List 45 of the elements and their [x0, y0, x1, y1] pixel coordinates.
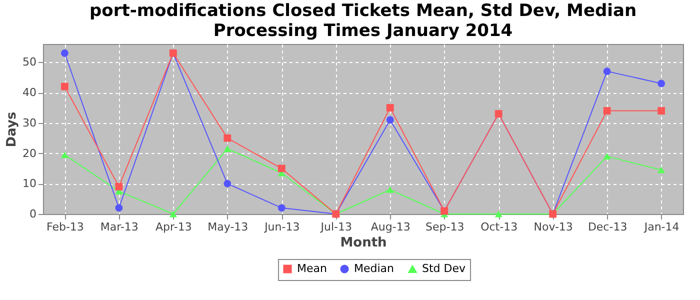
point [224, 134, 232, 142]
y-tick-label: 20 [22, 146, 36, 160]
point [386, 186, 394, 193]
legend-label: Std Dev [422, 262, 466, 276]
point [658, 107, 666, 114]
y-tick-label: 30 [22, 116, 36, 130]
point [169, 210, 177, 218]
x-tick-label: May-13 [208, 220, 248, 234]
x-tick-label: Aug-13 [370, 220, 410, 234]
x-tick-label: Feb-13 [46, 220, 84, 234]
legend-label: Median [354, 262, 394, 275]
x-tick-label: Jun-13 [264, 220, 300, 234]
point [658, 166, 666, 174]
point [60, 152, 68, 158]
x-tick-label: Oct-13 [480, 220, 518, 234]
x-tick-label: Jul-13 [320, 220, 352, 234]
legend-label: Mean [297, 262, 327, 275]
chart-title: port-modifications Closed Tickets Mean, Std Dev, Median Processing Times January 2014 [89, 1, 637, 41]
point [60, 82, 68, 90]
y-tick-label: 50 [22, 56, 36, 69]
point [494, 210, 502, 218]
x-tick-label: Mar-13 [100, 220, 138, 234]
x-tick-label: Sep-13 [426, 220, 464, 234]
point [224, 146, 232, 152]
y-tick-label: 10 [22, 177, 36, 190]
x-tick-label: Apr-13 [156, 220, 192, 234]
point [658, 80, 666, 88]
x-tick-label: Dec-13 [588, 220, 628, 234]
point [386, 116, 394, 124]
x-tick-label: Nov-13 [534, 220, 573, 234]
point [386, 104, 394, 112]
point [603, 68, 611, 76]
point [115, 182, 123, 190]
point [603, 107, 611, 114]
y-tick-label: 0 [30, 208, 36, 220]
point [278, 164, 286, 172]
point [224, 180, 232, 188]
point [115, 204, 123, 212]
y-axis-title: Days [4, 112, 20, 148]
x-tick-label: Jan-14 [643, 220, 680, 234]
y-tick-label: 40 [22, 86, 36, 100]
point [60, 49, 68, 57]
point [278, 204, 286, 212]
x-axis-title: Month [340, 236, 387, 250]
point [603, 153, 611, 160]
